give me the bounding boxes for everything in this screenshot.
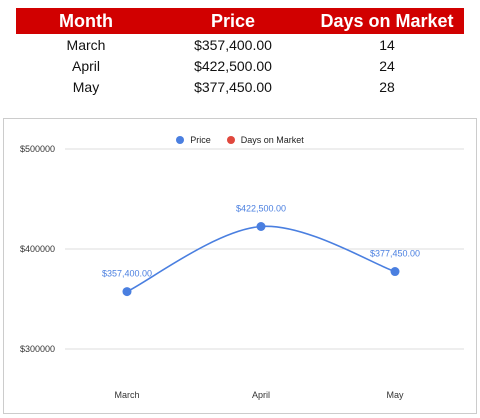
chart-legend: Price Days on Market (4, 135, 476, 145)
table-header-row: Month Price Days on Market (16, 8, 464, 34)
cell-month: May (72, 78, 100, 95)
header-price: Price (156, 8, 310, 34)
cell-month: March (66, 36, 106, 53)
cell-price: $357,400.00 (194, 36, 272, 53)
legend-label-price: Price (190, 135, 211, 145)
cell-days: 28 (379, 78, 395, 95)
price-point (122, 287, 132, 297)
cell-days: 14 (379, 36, 395, 53)
cell-price: $377,450.00 (194, 78, 272, 95)
cell-month: April (71, 57, 100, 74)
y-tick-label: $300000 (20, 344, 55, 354)
legend-label-days-on-market: Days on Market (240, 135, 304, 145)
x-tick-label: March (114, 390, 139, 400)
y-tick-label: $400000 (20, 244, 55, 254)
cell-days: 24 (379, 57, 395, 74)
header-month: Month (16, 8, 156, 34)
price-point (390, 267, 400, 277)
table-row: May $377,450.00 28 (16, 76, 464, 97)
y-tick-label: $500000 (20, 144, 55, 154)
legend-item-price[interactable]: Price (176, 135, 211, 145)
legend-dot-days-on-market (226, 136, 235, 144)
data-table: Month Price Days on Market March $357,40… (16, 8, 464, 97)
header-days-on-market: Days on Market (310, 8, 464, 34)
chart-plot-area: $300000 $400000 $500000 March April May $357,4… (20, 144, 464, 400)
x-tick-label: April (252, 390, 270, 400)
cell-price: $422,500.00 (194, 57, 272, 74)
price-data-label: $422,500.00 (236, 204, 286, 214)
price-series-line (126, 225, 396, 293)
table-row: April $422,500.00 24 (16, 55, 464, 76)
legend-dot-price (176, 136, 185, 144)
price-point (256, 222, 266, 231)
price-data-label: $377,450.00 (370, 249, 420, 259)
x-tick-label: May (386, 390, 404, 400)
line-chart: $300000 $400000 $500000 March April May $357,4… (3, 118, 477, 414)
price-data-label: $357,400.00 (102, 269, 152, 279)
table-row: March $357,400.00 14 (16, 34, 464, 55)
legend-item-days-on-market[interactable]: Days on Market (226, 135, 304, 145)
